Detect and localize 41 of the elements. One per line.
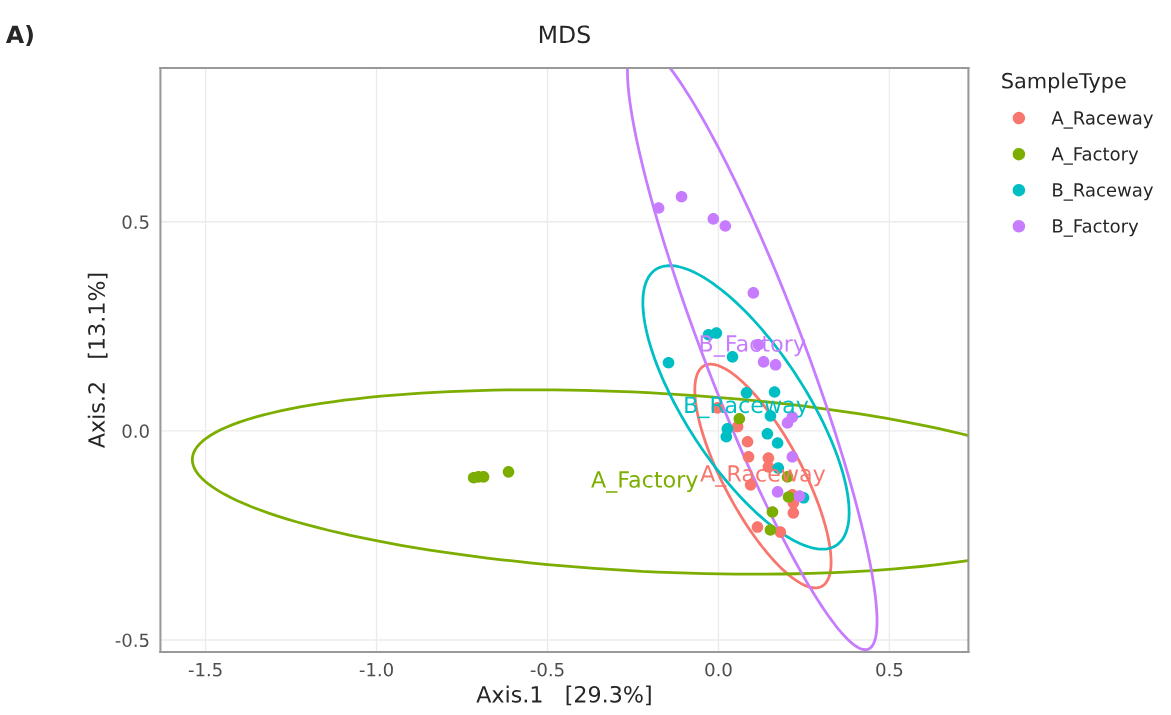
x-axis-title: Axis.1 [29.3%] bbox=[476, 685, 651, 706]
point bbox=[742, 450, 755, 463]
point bbox=[741, 435, 754, 448]
point bbox=[652, 202, 665, 214]
x-tick-label: -0.5 bbox=[530, 662, 564, 677]
x-tick-label: 0.5 bbox=[876, 662, 903, 677]
point bbox=[707, 213, 720, 225]
point bbox=[502, 466, 515, 478]
annotation: A_Factory bbox=[591, 471, 698, 493]
legend-title: SampleType bbox=[1002, 72, 1126, 93]
point bbox=[719, 220, 732, 232]
text: A) bbox=[5, 24, 33, 47]
x-tick-label: -1.0 bbox=[359, 662, 393, 677]
legend-label: B_Raceway bbox=[1053, 183, 1154, 201]
legend-label: A_Raceway bbox=[1051, 111, 1153, 129]
point bbox=[782, 491, 795, 503]
y-tick-label: 0.5 bbox=[122, 215, 149, 229]
y-axis-title: Axis.2 [13.1%] bbox=[87, 273, 108, 449]
point bbox=[769, 359, 782, 371]
point bbox=[766, 506, 779, 518]
point bbox=[771, 437, 784, 449]
point bbox=[787, 507, 800, 519]
point bbox=[793, 490, 806, 502]
y-tick-label: 0.0 bbox=[122, 424, 149, 438]
point bbox=[675, 190, 688, 203]
point bbox=[757, 356, 770, 368]
point bbox=[761, 428, 774, 440]
legend-label: A_Factory bbox=[1051, 147, 1139, 165]
point bbox=[786, 450, 799, 463]
point bbox=[781, 417, 794, 429]
point bbox=[662, 356, 675, 369]
x-tick-label: -1.5 bbox=[188, 663, 222, 677]
y-tick-label: -0.5 bbox=[115, 633, 149, 648]
point bbox=[764, 524, 777, 536]
x-tick-label: 0.0 bbox=[705, 662, 732, 677]
chart-title: MDS bbox=[539, 25, 590, 44]
point bbox=[774, 526, 787, 538]
point bbox=[751, 521, 764, 533]
legend-label: B_Factory bbox=[1053, 219, 1139, 237]
point bbox=[747, 287, 760, 299]
point bbox=[771, 486, 784, 498]
